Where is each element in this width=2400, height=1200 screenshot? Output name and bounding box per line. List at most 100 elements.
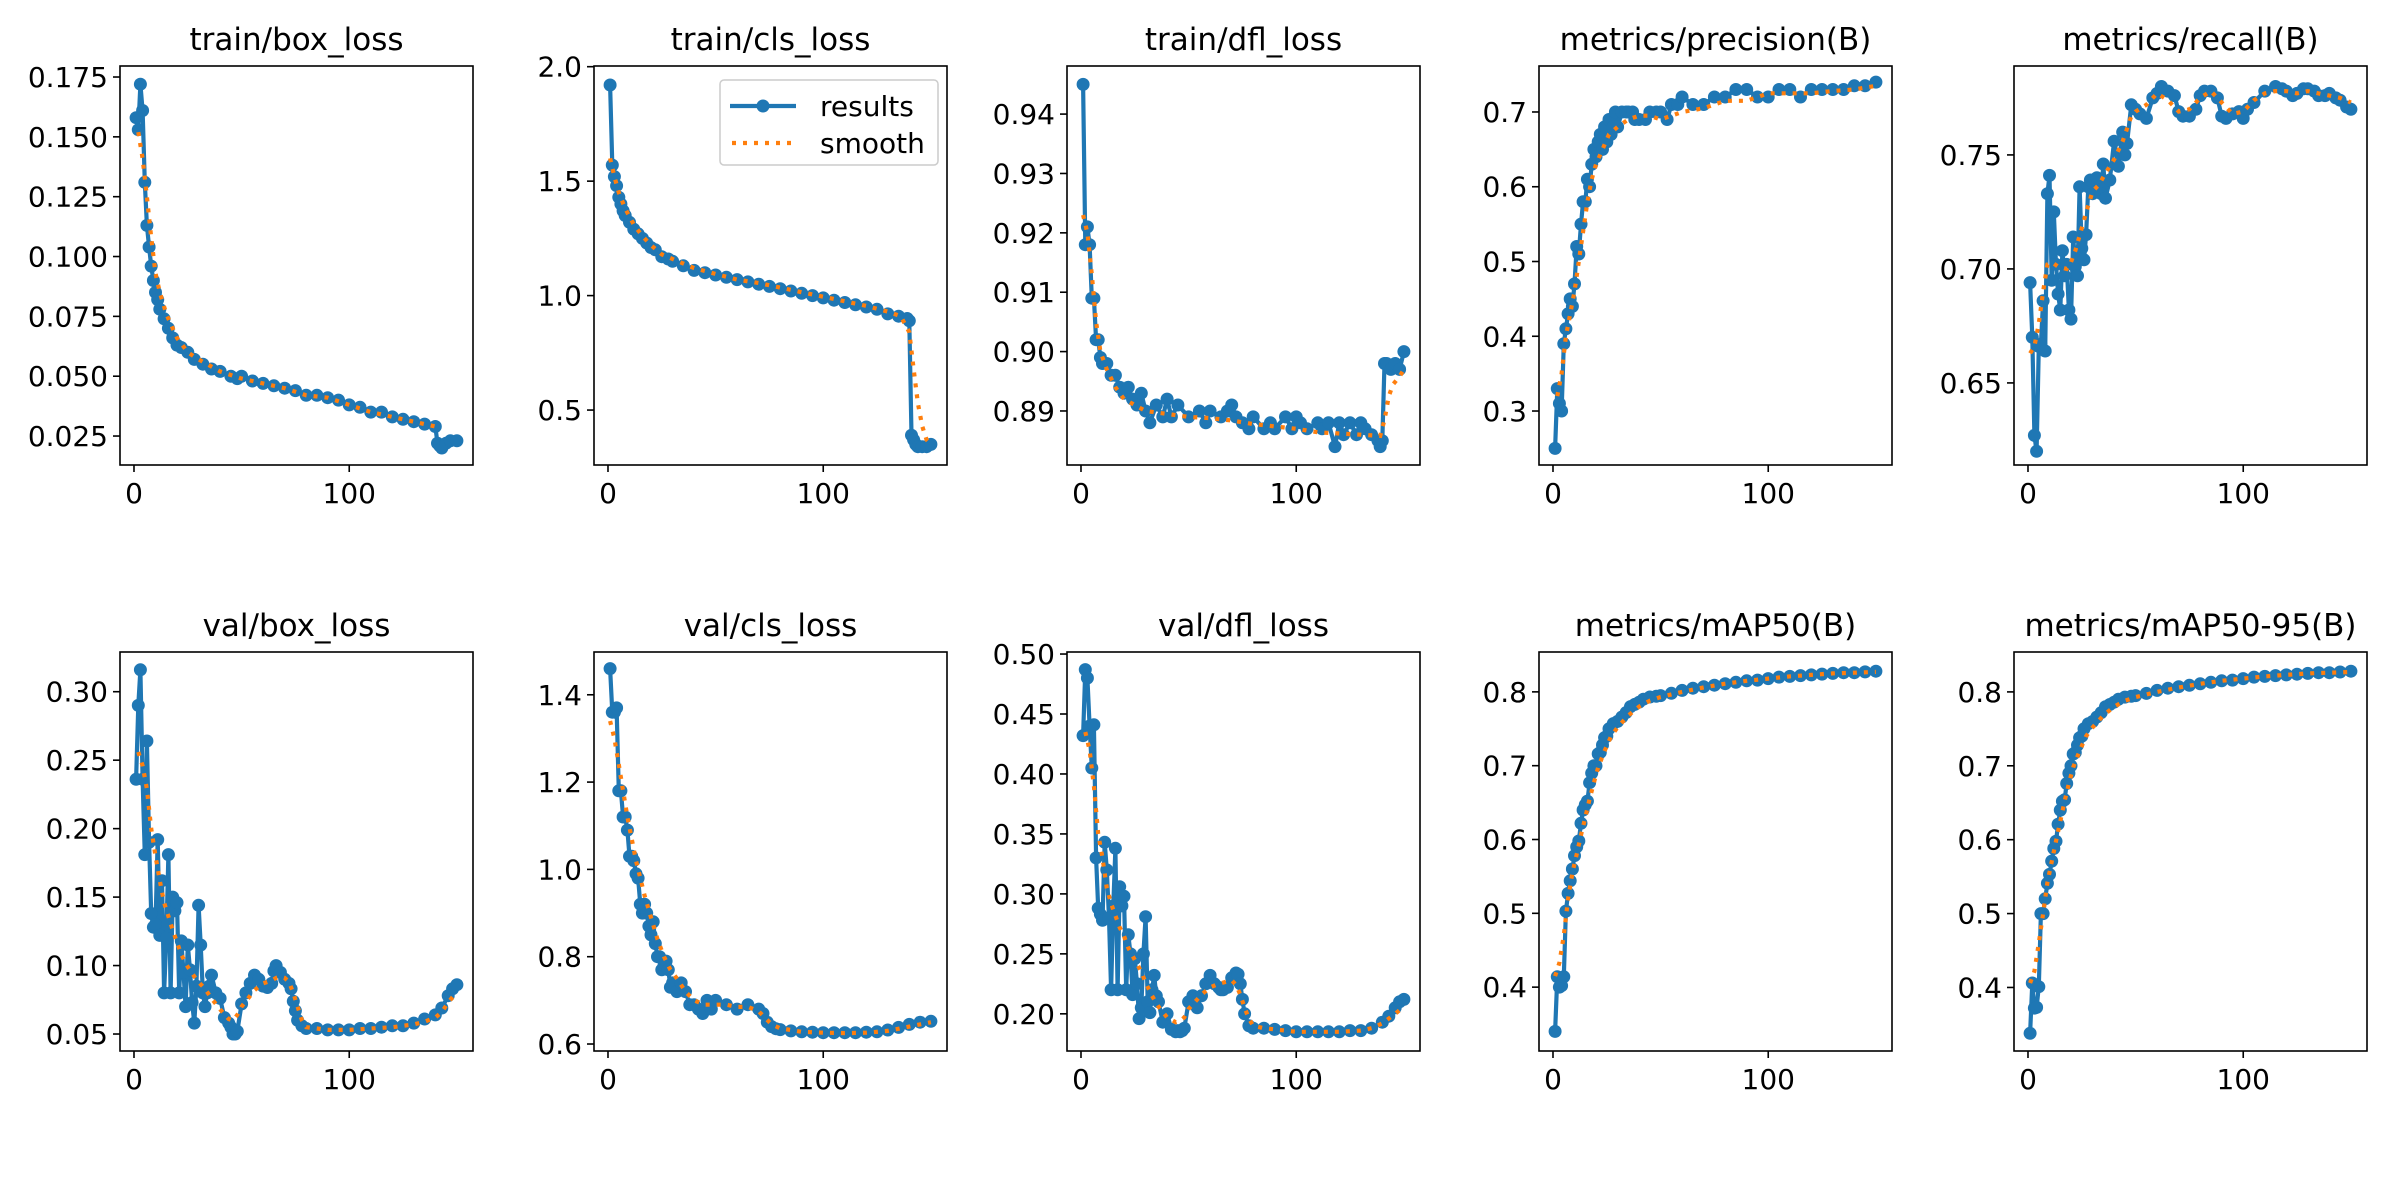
results-point bbox=[1132, 1012, 1146, 1026]
smooth-line bbox=[1081, 214, 1406, 439]
results-point bbox=[1164, 410, 1178, 424]
results-point bbox=[1729, 83, 1743, 96]
results-point bbox=[2030, 1000, 2044, 1014]
y-tick-label: 0.175 bbox=[28, 61, 108, 94]
results-point bbox=[610, 179, 624, 193]
results-point bbox=[924, 1014, 938, 1028]
results-point bbox=[2030, 444, 2044, 458]
results-point bbox=[1225, 398, 1239, 412]
results-point bbox=[1087, 718, 1101, 732]
results-point bbox=[2193, 677, 2207, 691]
results-point bbox=[2118, 148, 2132, 162]
results-point bbox=[2189, 102, 2203, 116]
y-tick-label: 0.150 bbox=[28, 121, 108, 154]
results-point bbox=[1365, 1021, 1379, 1035]
y-tick-label: 0.45 bbox=[993, 698, 1055, 731]
results-point bbox=[795, 1025, 809, 1039]
results-point bbox=[1279, 410, 1292, 424]
results-point bbox=[1100, 863, 1114, 877]
y-tick-label: 0.4 bbox=[1957, 971, 2002, 1004]
chart-val-cls-loss: val/cls_loss 0 100 0.6 0.8 1.0 1.2 1.4 bbox=[537, 608, 948, 1096]
chart-title: train/dfl_loss bbox=[1145, 22, 1342, 58]
results-point bbox=[1311, 1025, 1325, 1039]
x-tick-label: 100 bbox=[1270, 477, 1323, 510]
results-point bbox=[719, 998, 733, 1012]
results-point bbox=[353, 1022, 367, 1035]
y-tick-label: 0.6 bbox=[1957, 824, 2002, 857]
results-point bbox=[435, 1001, 449, 1015]
results-point bbox=[131, 123, 145, 137]
y-tick-label: 2.0 bbox=[537, 51, 582, 84]
results-point bbox=[2051, 287, 2065, 301]
results-point bbox=[627, 854, 641, 868]
results-point bbox=[396, 1019, 410, 1033]
results-point bbox=[2064, 759, 2078, 773]
results-point bbox=[698, 266, 712, 280]
results-point bbox=[185, 996, 199, 1009]
results-point bbox=[140, 734, 154, 748]
results-point bbox=[133, 77, 147, 91]
results-point bbox=[620, 823, 634, 837]
plot-area bbox=[1548, 75, 1883, 455]
results-point bbox=[213, 991, 227, 1005]
y-tick-label: 0.89 bbox=[993, 395, 1055, 428]
y-tick-label: 0.4 bbox=[1482, 320, 1527, 353]
results-point bbox=[192, 898, 206, 912]
plot-area bbox=[129, 77, 464, 455]
results-point bbox=[1149, 398, 1163, 412]
chart-metrics-precision-b: metrics/precision(B) 0 100 0.3 0.4 0.5 0.6 0.7 bbox=[1482, 22, 1893, 510]
results-point bbox=[1257, 1021, 1271, 1035]
y-tick-label: 0.10 bbox=[46, 950, 108, 983]
results-point bbox=[2204, 675, 2218, 689]
y-tick-label: 0.05 bbox=[46, 1018, 108, 1051]
y-tick-label: 0.30 bbox=[993, 878, 1055, 911]
results-point bbox=[385, 1019, 399, 1033]
results-point bbox=[2279, 668, 2293, 682]
results-point bbox=[2077, 253, 2091, 267]
results-point bbox=[375, 1020, 388, 1034]
chart-title: metrics/mAP50(B) bbox=[1575, 608, 1856, 644]
plot-area bbox=[129, 663, 464, 1041]
chart-train-dfl-loss: train/dfl_loss 0 100 0.89 0.90 0.91 0.92 0.93 0.… bbox=[993, 22, 1421, 510]
results-point bbox=[924, 437, 938, 451]
results-point bbox=[709, 268, 723, 282]
results-point bbox=[2096, 157, 2110, 171]
smooth-line bbox=[608, 157, 933, 446]
results-point bbox=[2043, 168, 2056, 182]
y-tick-label: 0.7 bbox=[1957, 750, 2002, 783]
results-point bbox=[1332, 1025, 1346, 1039]
y-tick-label: 0.40 bbox=[993, 758, 1055, 791]
results-point bbox=[2071, 269, 2084, 283]
results-point bbox=[2079, 228, 2093, 242]
legend-box bbox=[719, 79, 939, 166]
results-point bbox=[1080, 671, 1094, 685]
results-point bbox=[2312, 666, 2326, 680]
y-tick-label: 0.20 bbox=[993, 998, 1055, 1031]
results-point bbox=[2038, 892, 2052, 906]
results-point bbox=[172, 986, 186, 1000]
results-point bbox=[2045, 273, 2059, 287]
y-tick-label: 0.70 bbox=[1940, 253, 2002, 286]
results-point bbox=[1087, 291, 1101, 305]
results-point bbox=[2058, 269, 2072, 283]
results-point bbox=[1289, 1025, 1303, 1039]
results-point bbox=[1147, 968, 1161, 982]
results-point bbox=[2036, 294, 2050, 308]
y-tick-label: 0.30 bbox=[46, 676, 108, 709]
results-point bbox=[138, 848, 152, 862]
results-point bbox=[1100, 357, 1114, 370]
results-point bbox=[2058, 793, 2072, 807]
x-tick-label: 0 bbox=[599, 477, 617, 510]
legend-results-marker bbox=[756, 99, 770, 113]
x-tick-label: 0 bbox=[2019, 477, 2037, 510]
results-point bbox=[913, 1015, 927, 1029]
results-point bbox=[1300, 1025, 1314, 1039]
results-point bbox=[1548, 441, 1562, 455]
y-tick-label: 0.75 bbox=[1940, 139, 2002, 172]
chart-title: val/dfl_loss bbox=[1158, 608, 1329, 644]
y-tick-label: 0.25 bbox=[993, 938, 1055, 971]
results-point bbox=[1143, 1006, 1157, 1020]
chart-title: metrics/recall(B) bbox=[2062, 22, 2318, 58]
results-point bbox=[2258, 84, 2272, 98]
